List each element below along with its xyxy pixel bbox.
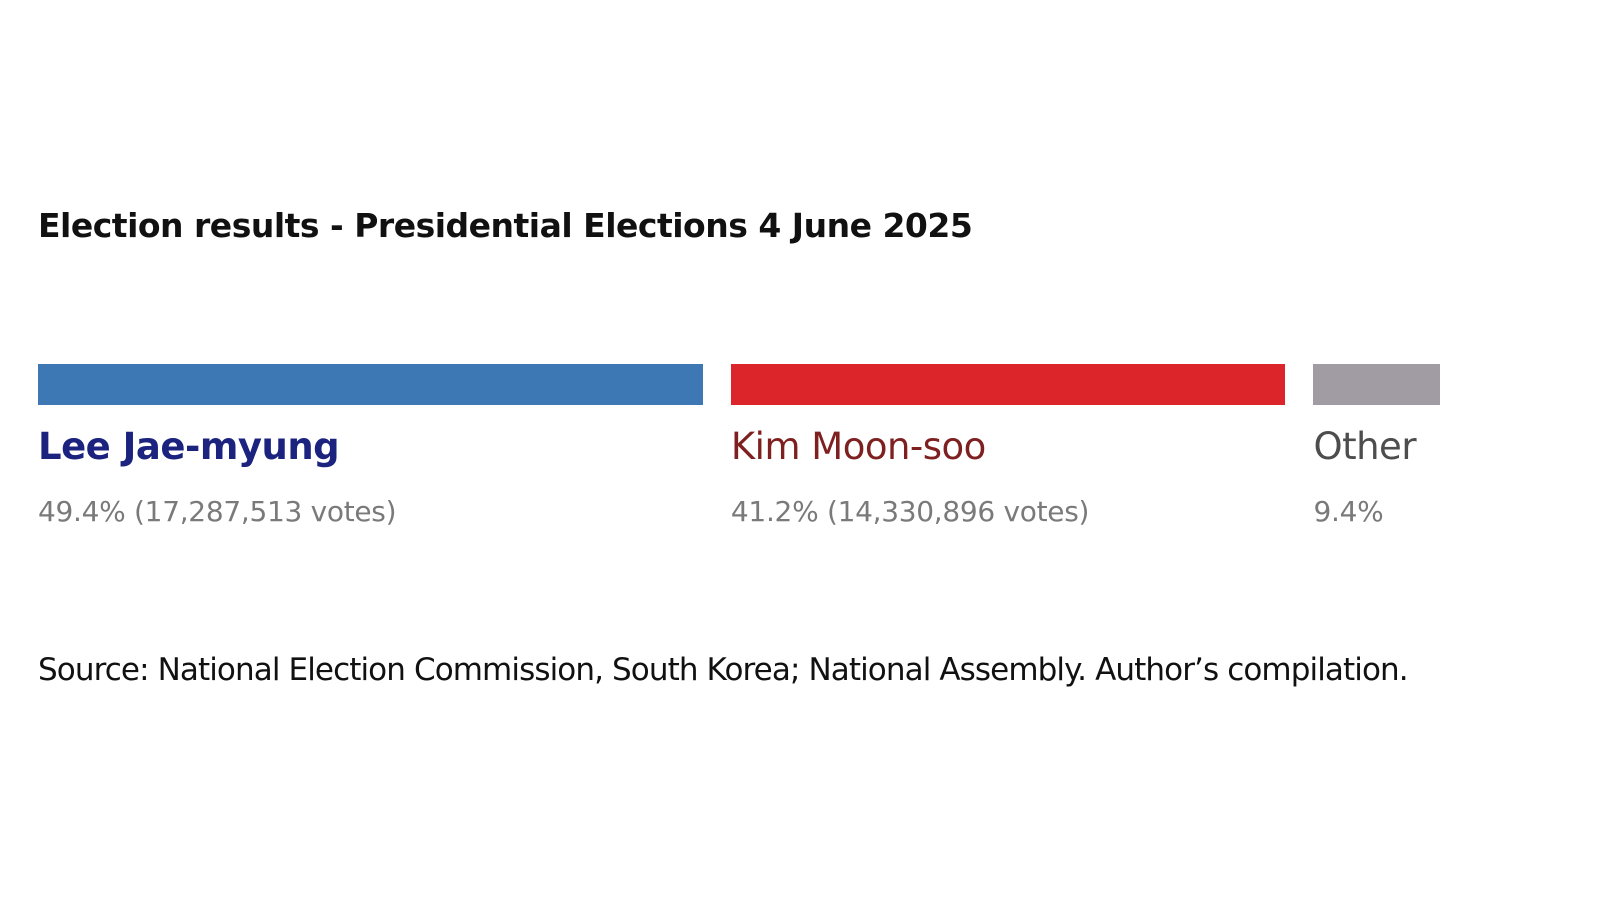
candidate-name-other: Other [1313,425,1417,468]
candidate-result-other: 9.4% [1313,495,1384,528]
candidate-result-kim-moon-soo: 41.2% (14,330,896 votes) [730,495,1090,528]
bar-lee-jae-myung [38,364,703,405]
candidate-name-lee-jae-myung: Lee Jae-myung [38,425,340,468]
chart-title: Election results - Presidential Election… [38,206,973,245]
bar-kim-moon-soo [730,364,1286,405]
candidate-result-lee-jae-myung: 49.4% (17,287,513 votes) [38,495,397,528]
candidate-name-kim-moon-soo: Kim Moon-soo [730,425,986,468]
source-note: Source: National Election Commission, So… [38,652,1409,688]
bar-other [1313,364,1440,405]
